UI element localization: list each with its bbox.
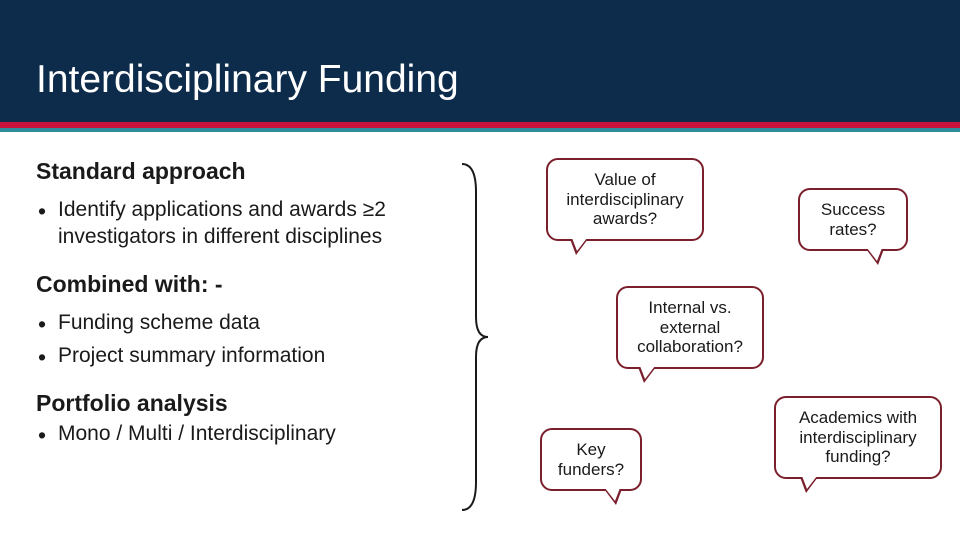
header-bar: Interdisciplinary Funding (0, 0, 960, 128)
speech-bubble-success: Success rates? (798, 188, 908, 251)
section-heading-1: Standard approach (36, 158, 456, 185)
bullet-list-1: Identify applications and awards ≥2 inve… (36, 197, 456, 251)
bracket-icon (460, 162, 490, 512)
section-heading-3: Portfolio analysis (36, 390, 456, 417)
bubble-text: Key funders? (558, 440, 624, 479)
bubble-text: Value of interdisciplinary awards? (566, 170, 683, 228)
bubble-tail-icon (867, 248, 882, 261)
speech-bubble-collab: Internal vs. external collaboration? (616, 286, 764, 369)
bullet-list-3: Mono / Multi / Interdisciplinary (36, 421, 456, 448)
list-item: Project summary information (36, 343, 456, 370)
header-divider (0, 128, 960, 132)
bubble-text: Internal vs. external collaboration? (637, 298, 743, 356)
bubble-tail-icon (572, 238, 587, 251)
list-item: Identify applications and awards ≥2 inve… (36, 197, 456, 251)
page-title: Interdisciplinary Funding (36, 58, 459, 102)
section-heading-2: Combined with: - (36, 271, 456, 298)
slide: Interdisciplinary Funding Standard appro… (0, 0, 960, 540)
speech-bubble-funders: Key funders? (540, 428, 642, 491)
speech-bubble-value: Value of interdisciplinary awards? (546, 158, 704, 241)
bullet-list-2: Funding scheme data Project summary info… (36, 310, 456, 370)
list-item: Mono / Multi / Interdisciplinary (36, 421, 456, 448)
bubble-tail-icon (640, 366, 655, 379)
bubble-text: Academics with interdisciplinary funding… (799, 408, 917, 466)
body-left: Standard approach Identify applications … (36, 158, 456, 467)
speech-bubble-academics: Academics with interdisciplinary funding… (774, 396, 942, 479)
list-item: Funding scheme data (36, 310, 456, 337)
bubble-text: Success rates? (821, 200, 885, 239)
bubble-tail-icon (605, 488, 620, 501)
bubble-tail-icon (802, 476, 817, 489)
